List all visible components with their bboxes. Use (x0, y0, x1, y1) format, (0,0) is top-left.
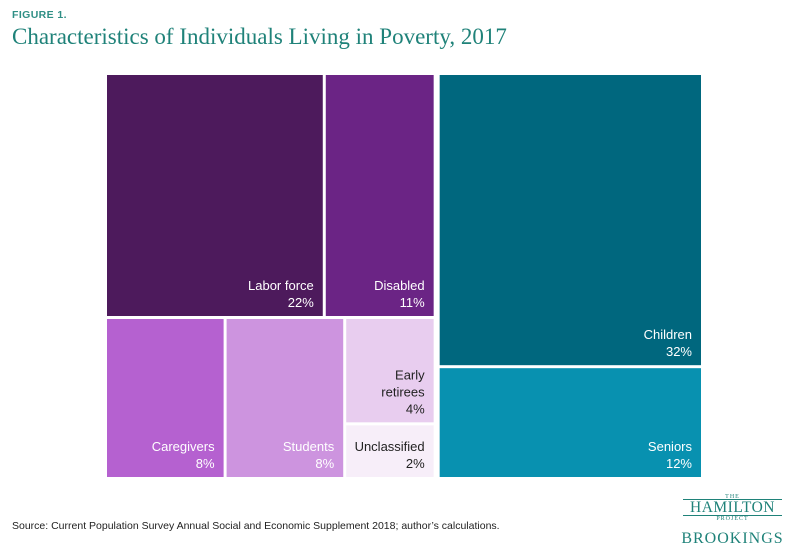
tile-value-children: 32% (666, 344, 692, 359)
tile-value-early-retirees: 4% (406, 401, 425, 416)
logo-brookings: BROOKINGS (681, 530, 784, 547)
tile-students (226, 319, 344, 477)
tile-label-children: Children (644, 327, 692, 342)
logo-the: THE (725, 494, 740, 500)
tile-label-seniors: Seniors (648, 439, 693, 454)
tile-label-labor-force: Labor force (248, 278, 314, 293)
tile-value-disabled: 11% (400, 295, 425, 310)
source-note: Source: Current Population Survey Annual… (12, 520, 500, 532)
figure-label: FIGURE 1. (12, 9, 67, 21)
tile-label-disabled: Disabled (374, 278, 425, 293)
tile-label-caregivers: Caregivers (152, 439, 215, 454)
tile-label-early-retirees: Early (395, 367, 425, 382)
tile-label-unclassified: Unclassified (355, 439, 425, 454)
tile-value-labor-force: 22% (288, 295, 314, 310)
chart-title: Characteristics of Individuals Living in… (12, 24, 507, 49)
tile-label-students: Students (283, 439, 335, 454)
tile-seniors (439, 368, 701, 477)
tile-value-caregivers: 8% (196, 456, 215, 471)
logo-project: PROJECT (716, 516, 749, 522)
tile-caregivers (107, 319, 224, 477)
treemap-chart: Labor force 22% Disabled 11% Caregivers 8% Stu… (107, 75, 701, 477)
tile-unclassified (346, 425, 434, 477)
tile-value-seniors: 12% (666, 456, 692, 471)
tile-children (439, 75, 701, 366)
tile-early-retirees (346, 319, 434, 423)
tile-disabled (325, 75, 434, 316)
tile-value-unclassified: 2% (406, 456, 425, 471)
logo-hamilton: HAMILTON (683, 499, 782, 516)
tile-labor-force (107, 75, 323, 316)
tile-label-early-retirees: retirees (381, 384, 425, 399)
tile-value-students: 8% (315, 456, 334, 471)
hamilton-brookings-logo: THE HAMILTON PROJECT BROOKINGS (675, 494, 790, 552)
